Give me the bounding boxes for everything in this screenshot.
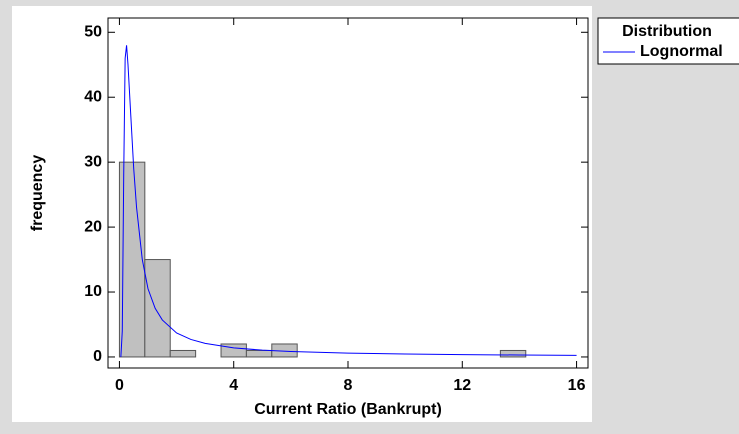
bar [245,349,273,358]
x-tick-label: 0 [115,377,124,394]
legend-label: Lognormal [640,43,723,60]
plot-area [107,17,589,369]
y-tick-label: 0 [93,348,102,365]
legend-title: Distribution [622,23,712,40]
y-tick-label: 20 [84,218,102,235]
fit-curve [120,45,577,357]
x-tick-label: 8 [344,377,353,394]
y-tick-label: 50 [84,24,102,41]
y-tick-label: 30 [84,153,102,170]
x-tick-label: 12 [453,377,471,394]
legend [597,17,739,65]
bar [169,349,197,358]
y-tick-label: 10 [84,283,102,300]
bar [144,259,171,358]
bar [220,343,247,358]
x-tick-label: 16 [568,377,586,394]
bar [499,349,527,358]
y-tick-label: 40 [84,88,102,105]
x-tick-label: 4 [229,377,238,394]
y-axis-label: frequency [29,155,46,232]
x-axis-label: Current Ratio (Bankrupt) [254,401,442,418]
